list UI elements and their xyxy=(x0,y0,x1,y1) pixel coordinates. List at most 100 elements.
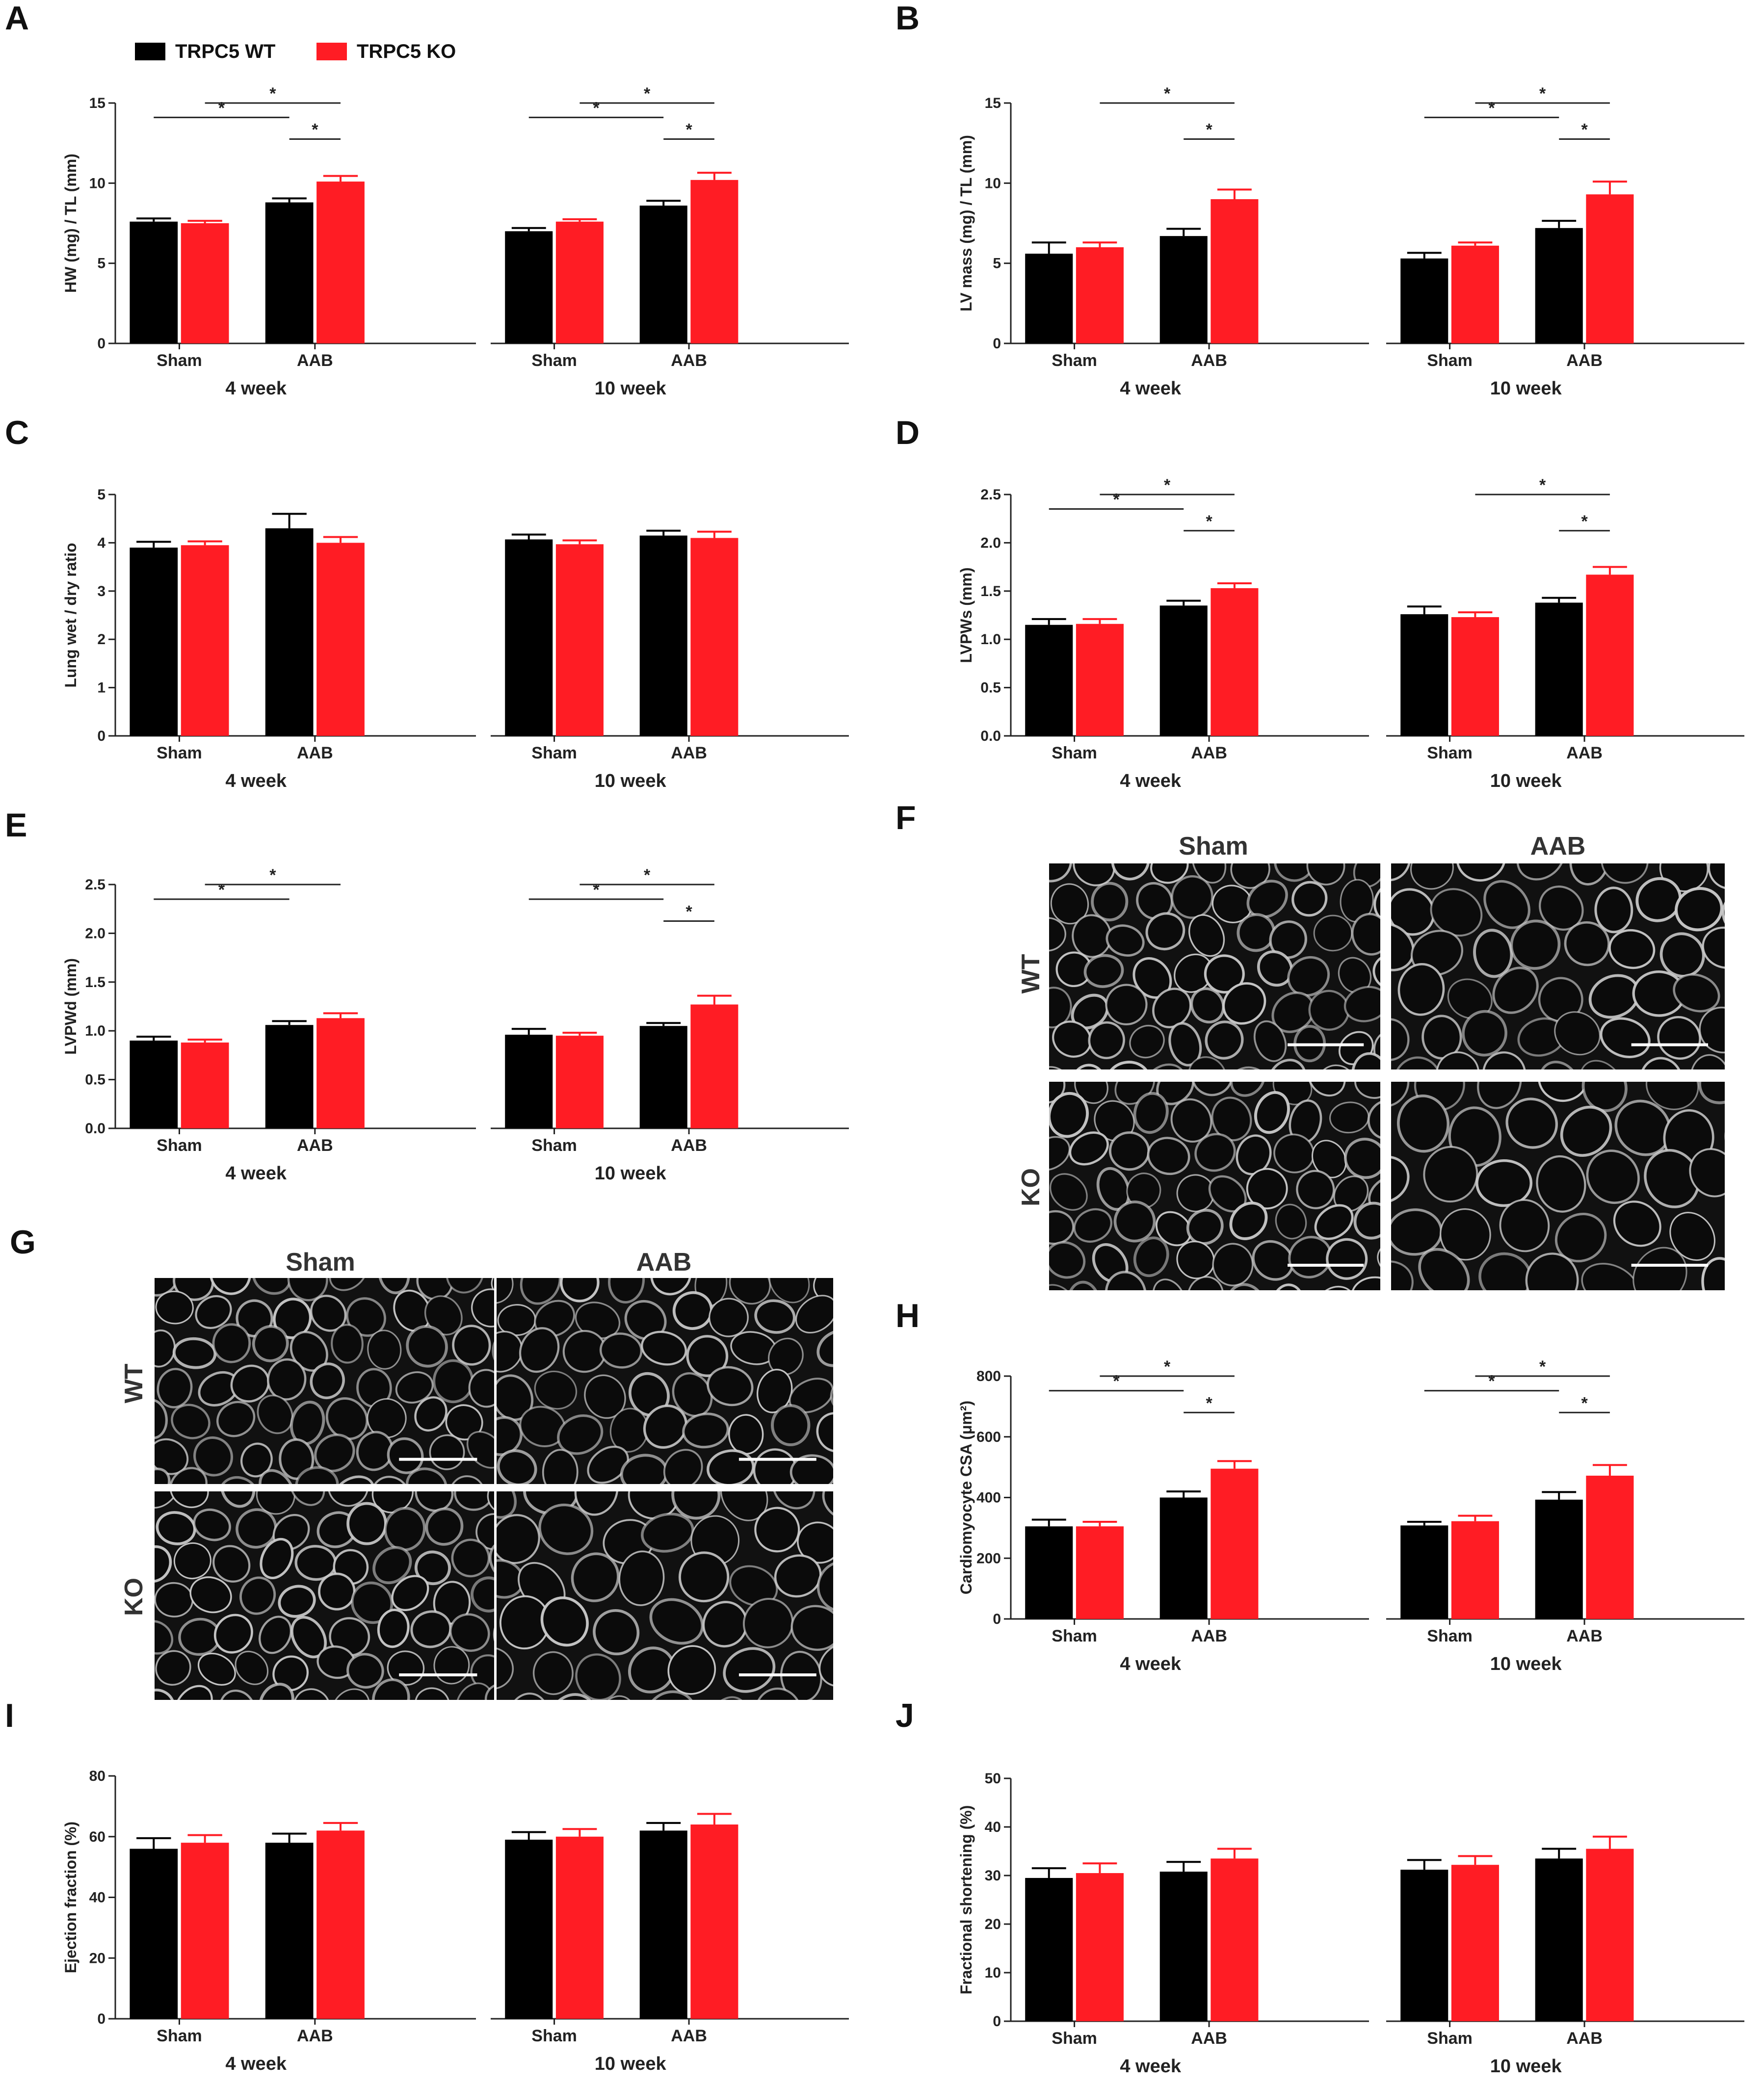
group-label: 10 week xyxy=(595,378,667,399)
bar-ko-aab-group1 xyxy=(690,538,738,736)
cell xyxy=(1105,1271,1147,1290)
category-label: Sham xyxy=(531,2027,577,2045)
cell xyxy=(520,1278,561,1305)
cell xyxy=(532,1651,574,1695)
category-label: AAB xyxy=(297,1136,333,1155)
cell xyxy=(378,1278,410,1295)
cell xyxy=(1689,1148,1725,1198)
cell xyxy=(497,1449,537,1484)
cell xyxy=(1701,1257,1725,1290)
group-label: 4 week xyxy=(225,771,287,791)
bar-ko-aab-group0 xyxy=(1211,1858,1259,2021)
panel-letter-I: I xyxy=(5,1697,14,1734)
cell xyxy=(1372,954,1380,990)
cell xyxy=(682,1412,729,1449)
bar-ko-aab-group1 xyxy=(1586,1475,1634,1619)
cell xyxy=(663,1449,703,1484)
cell xyxy=(1367,1099,1380,1140)
bar-wt-sham-group0 xyxy=(130,1041,178,1128)
cell xyxy=(240,1442,273,1478)
y-tick-label: 0.0 xyxy=(980,728,1001,744)
cell xyxy=(548,1693,598,1700)
cell xyxy=(1608,929,1656,969)
cell xyxy=(540,1596,589,1647)
category-label: AAB xyxy=(671,2027,707,2045)
significance-star: * xyxy=(269,84,276,103)
cell xyxy=(1373,1030,1380,1069)
cell xyxy=(833,1445,887,1500)
column-label-aab: AAB xyxy=(636,1248,692,1277)
cell xyxy=(156,1511,196,1545)
cell xyxy=(252,1278,291,1295)
y-tick-label: 200 xyxy=(976,1550,1001,1566)
cell xyxy=(667,1645,716,1695)
cell xyxy=(830,1380,833,1416)
category-label: AAB xyxy=(671,351,707,370)
panel-letter-B: B xyxy=(895,0,920,37)
cell xyxy=(1645,1082,1699,1110)
significance-star: * xyxy=(1164,84,1171,103)
cell xyxy=(1205,1020,1244,1060)
cell xyxy=(1724,1109,1725,1164)
category-label: AAB xyxy=(1191,1627,1227,1645)
cell xyxy=(1314,1204,1354,1240)
cell xyxy=(1391,1260,1414,1290)
category-label: AAB xyxy=(1566,744,1603,762)
bar-wt-aab-group0 xyxy=(265,202,314,343)
cell xyxy=(571,1552,620,1602)
significance-star: * xyxy=(644,866,651,885)
micrograph-G-wt-aab xyxy=(497,1278,887,1500)
cell-membranes xyxy=(1391,863,1725,1069)
cell xyxy=(449,1475,485,1484)
bar-ko-sham-group1 xyxy=(555,1836,604,2019)
cell xyxy=(1313,914,1353,952)
cell xyxy=(1418,1248,1470,1290)
y-tick-label: 1.0 xyxy=(980,631,1001,648)
cell xyxy=(239,1576,276,1615)
cell xyxy=(560,1278,600,1303)
legend: TRPC5 WT TRPC5 KO xyxy=(135,41,456,62)
panel-letter-C: C xyxy=(5,414,29,451)
y-tick-label: 0.5 xyxy=(85,1072,105,1088)
cell xyxy=(643,1404,687,1449)
cell xyxy=(258,1616,292,1654)
cell xyxy=(377,1609,410,1648)
cell xyxy=(256,1491,296,1515)
significance-star: * xyxy=(1113,1372,1120,1391)
group-label: 4 week xyxy=(1120,1654,1182,1674)
cell xyxy=(1105,984,1148,1026)
bar-ko-sham-group1 xyxy=(1451,245,1499,343)
cell xyxy=(367,1329,402,1370)
cell xyxy=(1176,1241,1215,1279)
bar-ko-aab-group0 xyxy=(316,1830,365,2019)
cell xyxy=(310,1362,345,1400)
category-label: AAB xyxy=(671,1136,707,1155)
cell xyxy=(641,1512,694,1553)
bar-wt-sham-group0 xyxy=(130,547,178,736)
cell xyxy=(1144,1063,1186,1069)
cell xyxy=(844,1598,890,1655)
y-tick-label: 2.0 xyxy=(980,535,1001,551)
cell xyxy=(1560,1105,1612,1157)
cell xyxy=(197,1652,236,1686)
panel-letter-D: D xyxy=(895,414,920,451)
cell xyxy=(219,1689,256,1700)
y-tick-label: 60 xyxy=(89,1829,105,1845)
bar-wt-aab-group1 xyxy=(639,535,687,736)
bar-wt-sham-group0 xyxy=(1025,625,1073,736)
cell xyxy=(1492,966,1539,1014)
cell xyxy=(220,1491,256,1508)
bar-wt-sham-group0 xyxy=(1025,254,1073,343)
panel-letter-G: G xyxy=(10,1224,36,1261)
cell xyxy=(790,1454,833,1484)
cell xyxy=(1257,950,1293,987)
cell xyxy=(325,1397,369,1440)
cell xyxy=(707,1366,754,1407)
y-tick-label: 0 xyxy=(97,2011,105,2027)
cell xyxy=(415,1491,454,1512)
cell xyxy=(1147,1137,1190,1175)
category-label: AAB xyxy=(297,351,333,370)
group-label: 10 week xyxy=(1490,2056,1562,2077)
cell xyxy=(1191,863,1227,884)
cell xyxy=(1073,863,1115,886)
